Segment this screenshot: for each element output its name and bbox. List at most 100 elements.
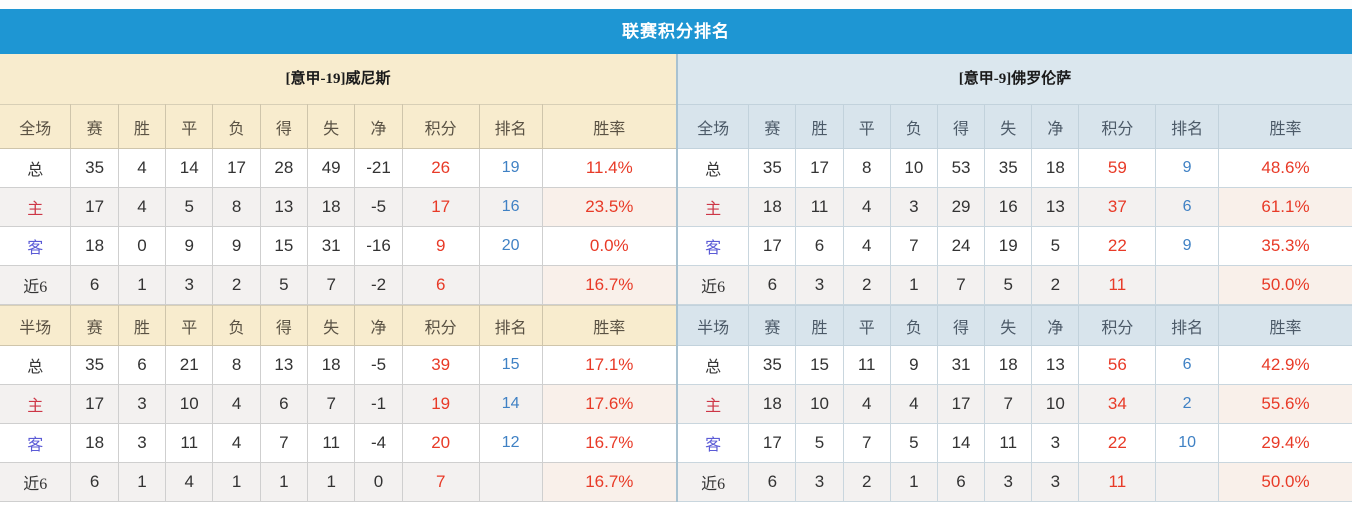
stat-cell: 18 <box>984 345 1033 385</box>
stat-cell: 12 <box>478 423 543 463</box>
column-header: 赛 <box>748 104 797 149</box>
stat-cell: 4 <box>889 384 938 424</box>
table-header-row: 半场赛胜平负得失净积分 排名 胜率 <box>0 305 676 346</box>
row-label: 主 <box>0 384 72 424</box>
row-label: 客 <box>678 226 750 266</box>
column-header: 净 <box>354 104 403 149</box>
stat-cell: 7 <box>259 423 309 463</box>
stat-cell: 4 <box>842 187 891 227</box>
stat-cell: 31 <box>307 226 356 266</box>
stat-cell: 1 <box>117 265 167 305</box>
stat-cell: 4 <box>117 187 167 227</box>
stat-cell: 15 <box>478 345 543 385</box>
stat-cell: 3 <box>165 265 214 305</box>
stat-cell: 18 <box>307 345 356 385</box>
column-header: 得 <box>259 305 309 346</box>
stat-cell <box>478 462 543 502</box>
row-label: 客 <box>0 423 72 463</box>
stat-cell: 9 <box>165 226 214 266</box>
stat-cell: 7 <box>842 423 891 463</box>
column-header: 积分 <box>1078 305 1157 346</box>
stat-cell: 20 <box>478 226 543 266</box>
stat-cell: 6 <box>748 462 797 502</box>
stat-cell: 18 <box>748 187 797 227</box>
stat-cell: 11 <box>307 423 356 463</box>
stat-cell: 2 <box>1031 265 1080 305</box>
column-header: 胜 <box>117 305 167 346</box>
stat-cell: 11 <box>1078 265 1157 305</box>
stat-cell: 18 <box>307 187 356 227</box>
stat-cell: 3 <box>117 423 167 463</box>
stat-cell: 19 <box>984 226 1033 266</box>
row-label: 总 <box>678 148 750 188</box>
stat-cell: 17 <box>748 226 797 266</box>
stat-cell: 11 <box>165 423 214 463</box>
stat-cell: 13 <box>259 187 309 227</box>
stat-cell: 16 <box>478 187 543 227</box>
stat-cell: 17 <box>212 148 261 188</box>
stat-cell: 17.1% <box>541 345 676 385</box>
stat-cell: 29 <box>936 187 986 227</box>
stat-cell: 20 <box>401 423 480 463</box>
stat-cell: 22 <box>1078 226 1157 266</box>
column-header: 胜 <box>117 104 167 149</box>
stat-cell: 1 <box>889 265 938 305</box>
stat-cell: 7 <box>984 384 1033 424</box>
stat-cell: 0.0% <box>541 226 676 266</box>
stat-cell: 35 <box>70 345 119 385</box>
top-strip <box>0 0 1352 9</box>
stat-cell: 42.9% <box>1217 345 1352 385</box>
stat-cell: 10 <box>889 148 938 188</box>
stat-cell: 35 <box>70 148 119 188</box>
column-header: 得 <box>936 305 986 346</box>
stat-cell: 22 <box>1078 423 1157 463</box>
column-header: 排名 <box>1155 305 1219 346</box>
stat-cell: 29.4% <box>1217 423 1352 463</box>
row-label: 近6 <box>0 265 72 305</box>
stat-cell: 16.7% <box>541 423 676 463</box>
stat-cell: 23.5% <box>541 187 676 227</box>
row-label: 总 <box>0 148 72 188</box>
stat-cell: -1 <box>354 384 403 424</box>
column-header: 赛 <box>70 104 119 149</box>
stat-cell: 7 <box>307 384 356 424</box>
stat-cell: 10 <box>1155 423 1219 463</box>
row-label: 近6 <box>0 462 72 502</box>
stat-cell: 18 <box>70 423 119 463</box>
stat-cell: 13 <box>1031 345 1080 385</box>
fiorentina-fulltime-table: 全场赛胜平负得失净积分 排名 胜率总 35 17 8 10 53 35 18 59 9 48.6% 主 18… <box>678 104 1352 305</box>
row-label: 客 <box>678 423 750 463</box>
column-header: 胜率 <box>541 305 676 346</box>
stat-cell: 14 <box>165 148 214 188</box>
stat-cell: 3 <box>1031 462 1080 502</box>
stat-cell: 11 <box>795 187 844 227</box>
stats-row-away: 客 18 0 9 9 15 31 -16 9 20 0.0% <box>0 226 676 266</box>
stats-row-away: 客 17 6 4 7 24 19 5 22 9 35.3% <box>678 226 1352 266</box>
stat-cell: 7 <box>307 265 356 305</box>
stat-cell: 3 <box>1031 423 1080 463</box>
stat-cell: 31 <box>936 345 986 385</box>
table-header-row: 全场赛胜平负得失净积分 排名 胜率 <box>0 104 676 149</box>
column-header: 积分 <box>401 305 480 346</box>
stat-cell: 3 <box>795 462 844 502</box>
stat-cell: 17 <box>70 187 119 227</box>
stat-cell: 50.0% <box>1217 265 1352 305</box>
stats-row-total: 总 35 6 21 8 13 18 -5 39 15 17.1% <box>0 345 676 385</box>
stat-cell: 18 <box>70 226 119 266</box>
stat-cell: 39 <box>401 345 480 385</box>
stat-cell: 3 <box>117 384 167 424</box>
stat-cell: 8 <box>212 345 261 385</box>
column-header: 排名 <box>478 305 543 346</box>
table-header-row: 半场赛胜平负得失净积分 排名 胜率 <box>678 305 1352 346</box>
column-header: 积分 <box>401 104 480 149</box>
table-header-row: 全场赛胜平负得失净积分 排名 胜率 <box>678 104 1352 149</box>
stat-cell: 9 <box>1155 226 1219 266</box>
stat-cell: 8 <box>212 187 261 227</box>
column-header: 赛 <box>70 305 119 346</box>
stats-row-total: 总 35 17 8 10 53 35 18 59 9 48.6% <box>678 148 1352 188</box>
column-header: 平 <box>842 104 891 149</box>
stat-cell: 35 <box>984 148 1033 188</box>
stat-cell: 3 <box>889 187 938 227</box>
stat-cell: 14 <box>478 384 543 424</box>
stat-cell: 4 <box>165 462 214 502</box>
